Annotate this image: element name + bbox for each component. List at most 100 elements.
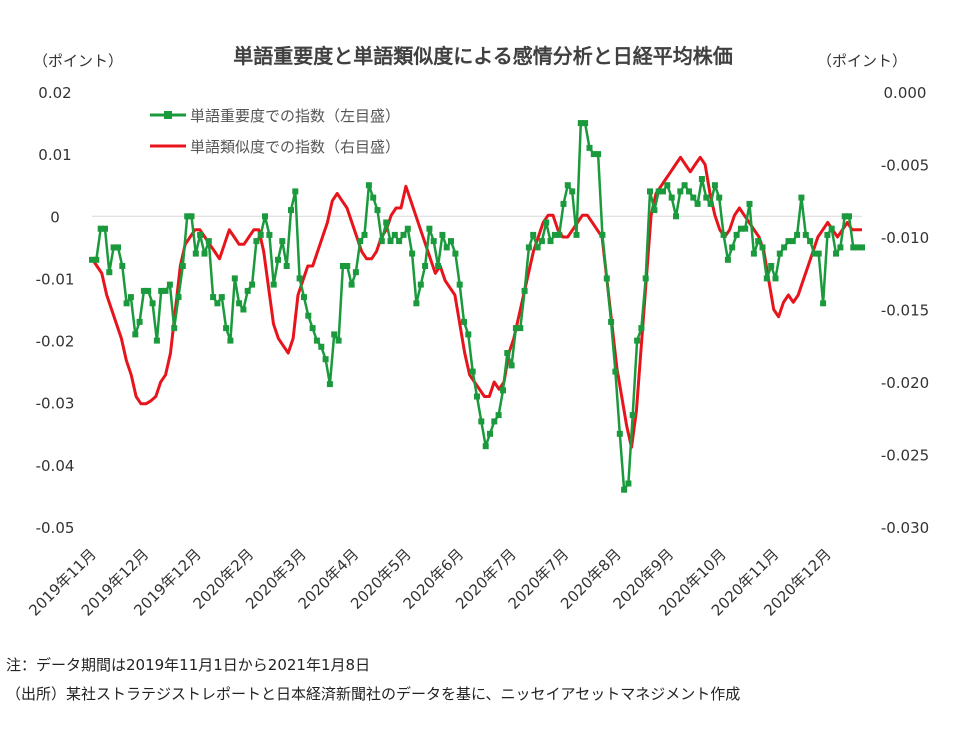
- importance-point: [785, 238, 792, 245]
- importance-point: [214, 300, 221, 307]
- importance-point: [309, 325, 316, 332]
- importance-point: [841, 213, 848, 220]
- importance-point: [127, 294, 134, 301]
- importance-point: [443, 244, 450, 251]
- importance-point: [417, 281, 424, 288]
- importance-point: [313, 337, 320, 344]
- importance-point: [93, 256, 100, 263]
- importance-point: [461, 318, 467, 325]
- importance-point: [534, 244, 541, 251]
- importance-point: [854, 244, 861, 251]
- importance-point: [616, 430, 623, 437]
- importance-point: [824, 231, 831, 238]
- importance-point: [690, 194, 697, 201]
- legend-label-importance: 単語重要度での指数（左目盛）: [190, 107, 400, 125]
- importance-point: [634, 337, 641, 344]
- importance-point: [655, 188, 662, 195]
- importance-point: [573, 231, 580, 238]
- importance-point: [296, 275, 303, 282]
- importance-point: [435, 263, 442, 269]
- importance-point: [776, 250, 783, 257]
- importance-point: [547, 238, 554, 245]
- importance-point: [236, 300, 243, 307]
- importance-point: [651, 207, 658, 214]
- importance-point: [807, 238, 814, 245]
- footnote-source: （出所）某社ストラテジストレポートと日本経済新聞社のデータを基に、ニッセイアセッ…: [6, 685, 741, 703]
- series-similarity: [90, 155, 862, 449]
- importance-point: [162, 287, 169, 294]
- importance-point: [348, 281, 355, 288]
- importance-point: [820, 300, 827, 307]
- importance-point: [205, 238, 212, 245]
- importance-point: [707, 200, 714, 207]
- importance-point: [733, 231, 740, 238]
- importance-point: [495, 412, 502, 419]
- x-axis: 2019年11月2019年12月2019年12月2020年2月2020年3月20…: [25, 545, 834, 619]
- importance-point: [668, 194, 675, 201]
- importance-point: [279, 238, 286, 245]
- left-tick-label: 0.02: [38, 84, 71, 102]
- importance-point: [482, 443, 489, 450]
- legend-label-similarity: 単語類似度での指数（右目盛）: [190, 138, 400, 156]
- importance-point: [794, 231, 801, 238]
- importance-point: [833, 250, 839, 257]
- importance-point: [716, 194, 723, 201]
- importance-point: [231, 275, 238, 282]
- importance-point: [223, 325, 230, 332]
- importance-point: [811, 250, 818, 257]
- importance-point: [582, 120, 589, 127]
- importance-point: [577, 120, 584, 127]
- importance-point: [179, 263, 186, 269]
- importance-point: [487, 430, 493, 437]
- legend: 単語重要度での指数（左目盛） 単語類似度での指数（右目盛）: [150, 107, 400, 156]
- importance-point: [703, 194, 710, 201]
- importance-point: [642, 275, 649, 282]
- chart-title: 単語重要度と単語類似度による感情分析と日経平均株価: [233, 44, 732, 68]
- left-tick-label: -0.04: [36, 457, 75, 475]
- importance-point: [322, 356, 329, 363]
- importance-point: [227, 337, 234, 344]
- importance-point: [361, 231, 368, 238]
- importance-point: [158, 287, 165, 294]
- importance-point: [595, 151, 602, 158]
- footnote-period: 注：データ期間は2019年11月1日から2021年1月8日: [6, 656, 371, 674]
- importance-point: [798, 194, 805, 201]
- importance-point: [465, 331, 472, 338]
- importance-point: [729, 244, 736, 251]
- importance-point: [301, 294, 307, 301]
- importance-point: [599, 231, 606, 238]
- right-tick-label: -0.010: [881, 229, 929, 247]
- legend-marker-importance: [164, 111, 172, 119]
- importance-point: [197, 231, 204, 238]
- importance-point: [512, 325, 519, 332]
- left-tick-label: -0.05: [36, 519, 75, 537]
- importance-point: [469, 368, 476, 375]
- importance-point: [210, 294, 217, 301]
- importance-point: [525, 244, 532, 251]
- importance-point: [374, 207, 381, 214]
- importance-point: [391, 231, 398, 238]
- importance-point: [837, 244, 844, 251]
- right-tick-label: -0.005: [881, 157, 929, 175]
- importance-point: [106, 269, 113, 276]
- importance-point: [508, 362, 515, 369]
- importance-point: [149, 300, 156, 307]
- right-tick-label: -0.030: [881, 519, 929, 537]
- right-axis-unit: （ポイント）: [817, 52, 907, 70]
- chart: 単語重要度と単語類似度による感情分析と日経平均株価 （ポイント） （ポイント） …: [25, 44, 929, 620]
- importance-point: [746, 200, 753, 207]
- importance-point: [396, 238, 403, 245]
- importance-point: [586, 144, 593, 151]
- importance-point: [759, 244, 766, 251]
- importance-point: [253, 238, 260, 245]
- importance-point: [737, 225, 744, 232]
- importance-point: [846, 213, 852, 220]
- importance-point: [270, 281, 277, 288]
- importance-point: [478, 418, 485, 425]
- importance-point: [638, 325, 645, 332]
- importance-point: [430, 238, 437, 245]
- importance-point: [283, 263, 290, 269]
- importance-point: [772, 275, 779, 282]
- importance-point: [201, 250, 208, 257]
- importance-point: [569, 188, 576, 195]
